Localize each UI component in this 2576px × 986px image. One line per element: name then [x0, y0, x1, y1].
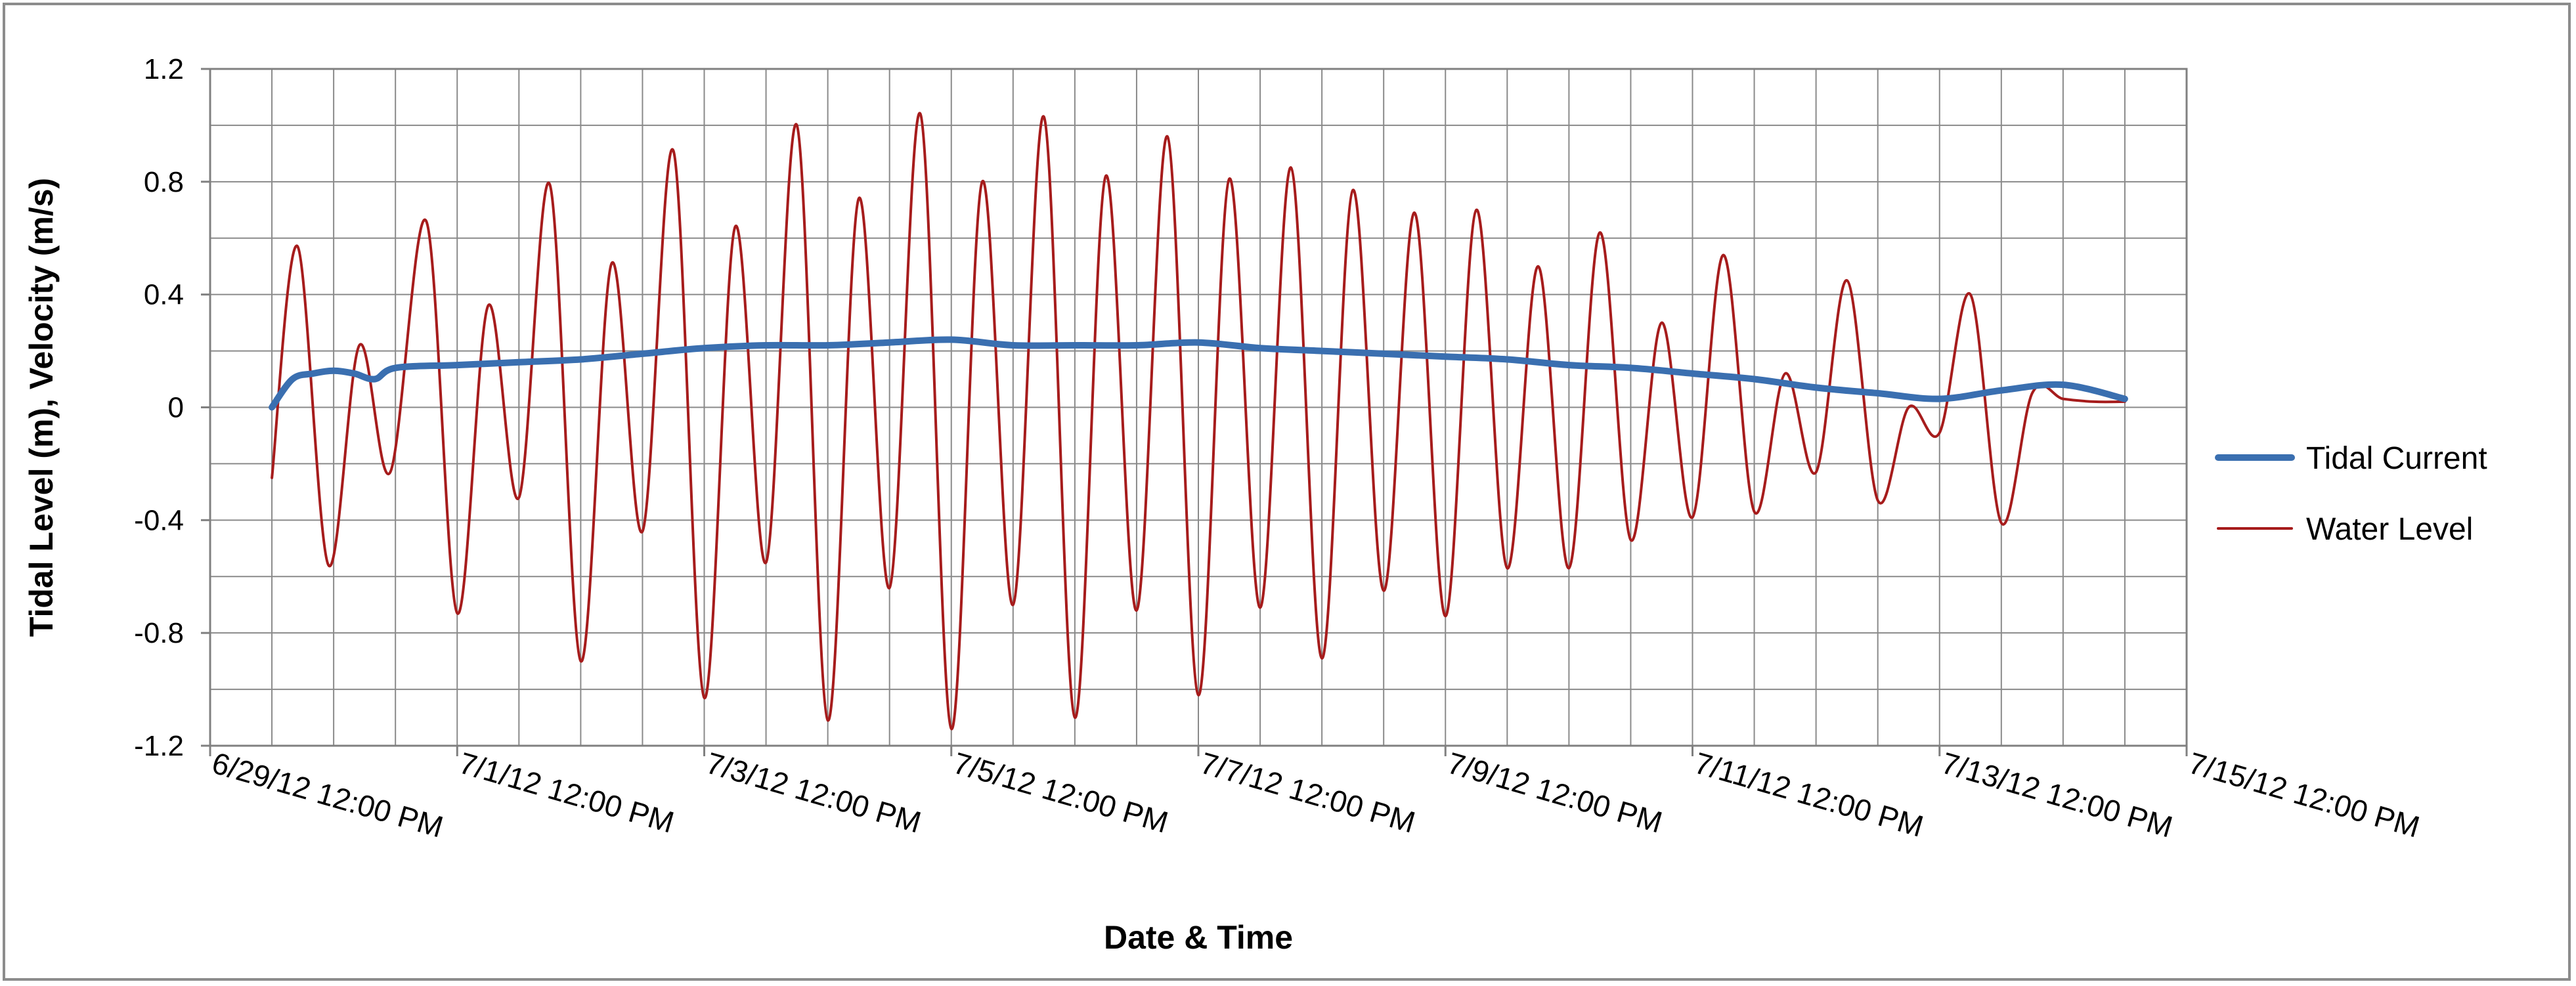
y-tick-label: -0.8	[134, 617, 184, 649]
legend: Tidal Current Water Level	[2215, 441, 2487, 547]
x-tick-label: 7/11/12 12:00 PM	[1691, 746, 1927, 844]
y-tick-label: 0.8	[144, 166, 184, 198]
x-tick-label: 7/7/12 12:00 PM	[1196, 746, 1419, 840]
y-axis-title: Tidal Level (m), Velocity (m/s)	[23, 178, 60, 637]
series-line-tidal-current	[269, 336, 2128, 411]
x-tick-label: 6/29/12 12:00 PM	[208, 746, 447, 844]
series-line-water-level	[271, 112, 2126, 731]
y-tick-label: -0.4	[134, 504, 184, 536]
grid	[209, 68, 2187, 746]
y-tick-label: 0	[168, 392, 184, 424]
y-tick-label: 0.4	[144, 279, 184, 311]
x-tick-label: 7/15/12 12:00 PM	[2185, 746, 2423, 844]
legend-label-water-level: Water Level	[2306, 512, 2473, 547]
x-tick-label: 7/13/12 12:00 PM	[1938, 746, 2176, 844]
x-axis-title: Date & Time	[1104, 919, 1293, 956]
legend-label-tidal-current: Tidal Current	[2306, 441, 2487, 476]
y-axis-ticks: 1.2 0.8 0.4 0 -0.4 -0.8 -1.2	[134, 53, 210, 762]
chart-frame	[3, 3, 2571, 981]
x-tick-label: 7/9/12 12:00 PM	[1443, 746, 1666, 840]
x-tick-label: 7/5/12 12:00 PM	[950, 746, 1172, 840]
x-tick-label: 7/1/12 12:00 PM	[455, 746, 678, 840]
x-tick-label: 7/3/12 12:00 PM	[703, 746, 925, 840]
y-tick-label: -1.2	[134, 730, 184, 762]
x-axis-ticks: 6/29/12 12:00 PM 7/1/12 12:00 PM 7/3/12 12…	[208, 746, 2423, 844]
series-layer	[269, 112, 2128, 731]
y-tick-label: 1.2	[144, 53, 184, 85]
